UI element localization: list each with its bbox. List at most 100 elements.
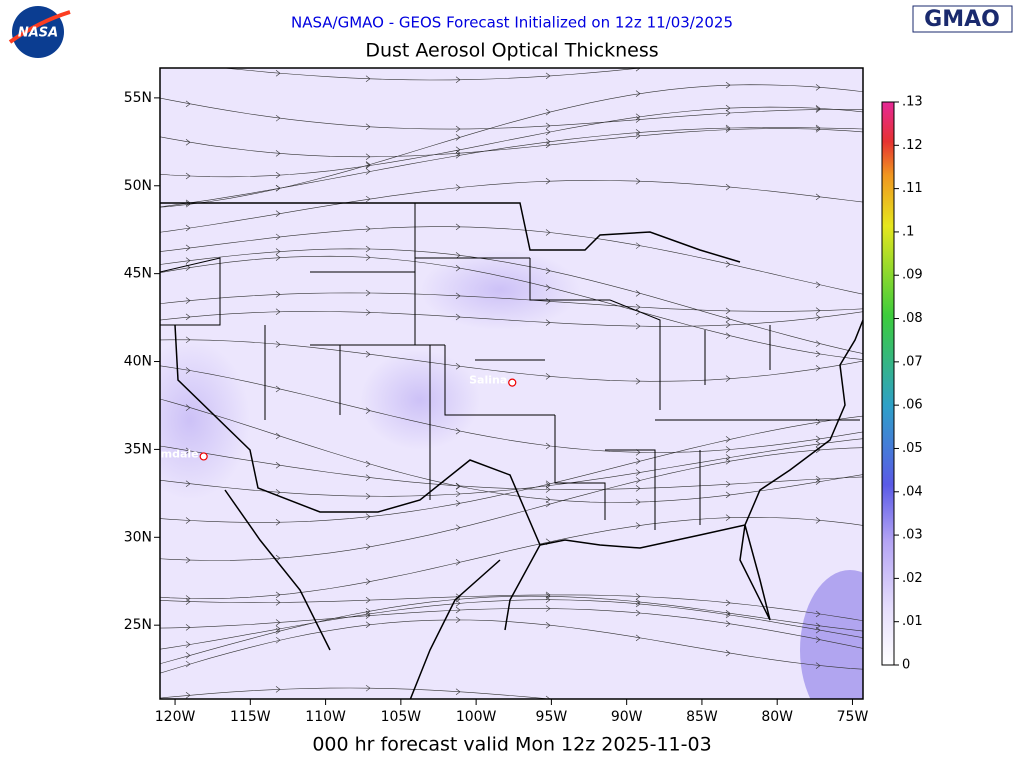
colorbar-label: .01 <box>902 614 923 629</box>
x-tick-label: 75W <box>837 709 869 725</box>
stream-arrow <box>815 365 821 372</box>
stream-arrow <box>455 688 461 696</box>
stream-arrow <box>725 315 731 323</box>
stream-arrow <box>275 489 281 496</box>
y-tick-label: 55N <box>124 90 152 106</box>
stream-arrow <box>455 427 461 435</box>
border <box>174 324 541 631</box>
stream-arrow <box>275 114 281 122</box>
stream-arrow <box>545 500 551 508</box>
nasa-logo: NASA <box>8 6 71 58</box>
stream-arrow <box>365 460 371 468</box>
stream-arrow <box>635 477 641 484</box>
city-marker <box>508 378 517 387</box>
stream-arrow <box>635 598 641 606</box>
stream-arrow <box>545 284 551 291</box>
stream-arrow <box>545 138 551 145</box>
stream-arrow <box>635 377 641 385</box>
stream-arrow <box>815 446 821 454</box>
stream-arrow <box>455 606 461 614</box>
streamline <box>160 365 863 453</box>
stream-arrow <box>455 125 461 133</box>
streamline <box>160 595 863 665</box>
stream-arrow <box>275 69 281 77</box>
stream-arrow <box>185 138 191 146</box>
city-label: Salina <box>469 374 507 387</box>
stream-arrow <box>725 104 731 112</box>
streamline <box>160 516 863 599</box>
stream-arrow <box>725 514 731 521</box>
stream-arrow <box>815 662 821 669</box>
stream-arrow <box>185 652 191 659</box>
stream-arrow <box>275 210 281 217</box>
stream-arrow <box>545 593 551 600</box>
colorbar-label: .11 <box>902 181 923 196</box>
city-marker <box>199 452 208 461</box>
stream-arrow <box>365 596 371 604</box>
stream-arrow <box>815 517 821 524</box>
stream-arrow <box>815 340 821 347</box>
stream-arrow <box>816 718 820 724</box>
y-tick-label: 30N <box>124 529 152 545</box>
stream-arrow <box>365 684 371 692</box>
stream-arrow <box>725 332 731 339</box>
colorbar-label: .09 <box>902 268 923 283</box>
stream-arrow <box>635 132 641 139</box>
stream-arrow <box>545 482 551 489</box>
stream-arrow <box>455 490 461 498</box>
streamline <box>221 68 645 81</box>
stream-arrow <box>275 248 281 255</box>
streamline <box>160 255 863 360</box>
stream-arrow <box>455 223 461 231</box>
stream-arrow <box>275 184 281 192</box>
stream-arrow <box>815 350 821 358</box>
stream-arrow <box>185 660 191 668</box>
stream-arrow <box>725 436 731 443</box>
x-tick-label: 110W <box>305 709 346 725</box>
stream-arrow <box>275 554 281 562</box>
streamline <box>160 339 863 382</box>
stream-arrow <box>725 124 731 132</box>
stream-arrow <box>815 281 821 289</box>
stream-arrow <box>725 321 731 329</box>
streamlines <box>160 68 863 724</box>
dust-patch <box>420 250 580 330</box>
stream-arrow <box>365 245 371 253</box>
stream-arrow <box>635 322 641 330</box>
streamline <box>160 447 863 561</box>
stream-arrow <box>275 686 281 693</box>
colorbar-label: .04 <box>902 484 923 499</box>
stream-arrow <box>815 126 821 133</box>
stream-arrow <box>815 440 821 448</box>
stream-arrow <box>275 625 281 633</box>
stream-arrow <box>635 469 641 476</box>
streamline <box>160 438 863 497</box>
colorbar-label: .12 <box>902 138 923 153</box>
stream-arrow <box>725 446 731 453</box>
stream-arrow <box>275 385 281 393</box>
x-tick-label: 95W <box>536 709 568 725</box>
stream-arrow <box>635 129 641 136</box>
stream-arrow <box>545 141 551 149</box>
stream-arrow <box>635 498 641 506</box>
stream-arrow <box>365 543 371 551</box>
city-label: Palmdale <box>142 447 199 460</box>
stream-arrow <box>815 435 821 443</box>
stream-arrow <box>185 244 191 252</box>
stream-arrow <box>365 168 371 175</box>
stream-arrow <box>635 609 641 617</box>
streamline <box>160 608 863 649</box>
stream-arrow <box>455 524 461 531</box>
stream-arrow <box>545 442 551 450</box>
streamline <box>160 226 863 295</box>
stream-arrow <box>545 480 551 488</box>
stream-arrow <box>185 595 191 602</box>
stream-arrow <box>185 556 191 564</box>
stream-arrow <box>455 363 461 370</box>
stream-arrow <box>545 596 551 603</box>
stream-arrow <box>545 128 551 136</box>
stream-arrow <box>725 599 731 607</box>
stream-arrow <box>365 162 371 169</box>
stream-arrow <box>365 621 371 628</box>
stream-arrow <box>635 90 641 97</box>
